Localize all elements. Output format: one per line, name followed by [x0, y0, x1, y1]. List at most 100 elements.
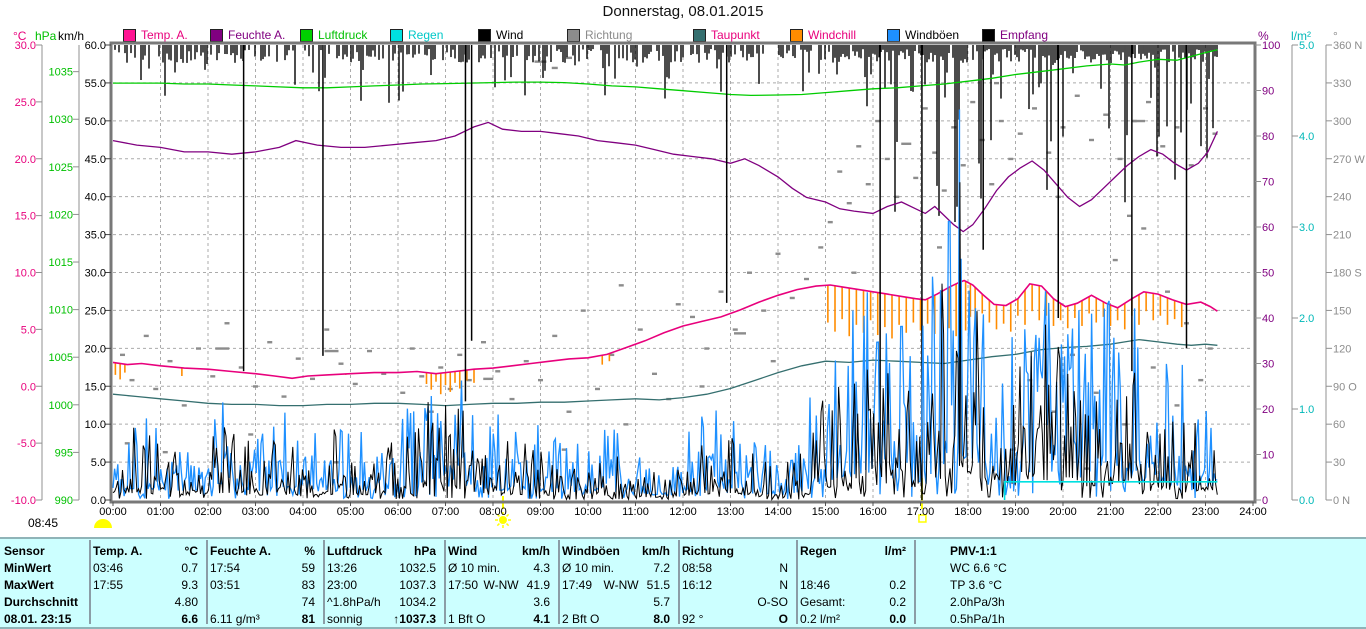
- legend-label: Windchill: [808, 28, 857, 42]
- svg-text:10.0: 10.0: [85, 419, 106, 431]
- svg-text:70: 70: [1262, 177, 1274, 189]
- svg-text:-5.0: -5.0: [17, 438, 36, 450]
- svg-text:05:00: 05:00: [337, 506, 365, 518]
- svg-text:09:00: 09:00: [527, 506, 555, 518]
- legend-label: Feuchte A.: [228, 28, 286, 42]
- svg-text:25.0: 25.0: [85, 305, 106, 317]
- svg-text:0: 0: [1262, 495, 1268, 507]
- axis-unit-label: l/m²: [1291, 29, 1311, 43]
- column-header: Temp. A. °C: [93, 543, 198, 558]
- svg-text:40.0: 40.0: [85, 192, 106, 204]
- column-header: Luftdruck hPa: [327, 543, 436, 558]
- sun-icon: [494, 512, 511, 528]
- table-cell: 0.2 l/m² 0.0: [800, 611, 906, 626]
- legend-label: Richtung: [585, 28, 633, 42]
- svg-text:80: 80: [1262, 131, 1274, 143]
- svg-text:100: 100: [1262, 40, 1280, 52]
- row-label: MaxWert: [4, 577, 54, 592]
- column-header: Feuchte A.%: [210, 543, 315, 558]
- svg-text:06:00: 06:00: [384, 506, 412, 518]
- table-cell: 92 ° O: [682, 611, 788, 626]
- table-cell: 13:26 1032.5: [327, 560, 436, 575]
- svg-text:45.0: 45.0: [85, 154, 106, 166]
- legend-item-3: Regen: [390, 28, 443, 42]
- column-header: Windböen km/h: [562, 543, 670, 558]
- column-divider: [796, 540, 798, 624]
- column-divider: [323, 540, 325, 624]
- column-header: Wind km/h: [448, 543, 550, 558]
- svg-text:35.0: 35.0: [85, 230, 106, 242]
- legend-swatch-icon: [478, 28, 491, 42]
- svg-text:360 N: 360 N: [1333, 40, 1362, 52]
- table-cell: 03:51 83: [210, 577, 315, 592]
- svg-text:180 S: 180 S: [1333, 268, 1362, 280]
- legend-label: Wind: [496, 28, 524, 42]
- svg-text:17:00: 17:00: [907, 506, 935, 518]
- axis-unit-label: %: [1258, 29, 1269, 43]
- svg-text:-10.0: -10.0: [11, 495, 36, 507]
- svg-text:02:00: 02:00: [194, 506, 222, 518]
- svg-text:330: 330: [1333, 78, 1351, 90]
- table-cell: 16:12 N: [682, 577, 788, 592]
- table-cell: 17:55 9.3: [93, 577, 198, 592]
- svg-text:19:00: 19:00: [1002, 506, 1030, 518]
- table-cell: 1 Bft O 4.1: [448, 611, 550, 626]
- svg-text:11:00: 11:00: [622, 506, 649, 518]
- svg-text:0.0: 0.0: [1299, 495, 1314, 507]
- svg-text:30: 30: [1262, 359, 1274, 371]
- legend-item-1: Feuchte A.: [210, 28, 285, 42]
- table-cell: 4.80: [174, 594, 198, 609]
- table-cell: 23:00 1037.3: [327, 577, 436, 592]
- svg-text:10.0: 10.0: [15, 268, 36, 280]
- svg-text:270 W: 270 W: [1333, 154, 1365, 166]
- svg-text:16:00: 16:00: [859, 506, 887, 518]
- sunrise-icon: [94, 518, 113, 528]
- svg-text:01:00: 01:00: [147, 506, 175, 518]
- sunrise-time-label: 08:45: [28, 516, 59, 530]
- table-cell: WC 6.6 °C: [950, 560, 1007, 575]
- legend-swatch-icon: [982, 28, 995, 42]
- table-cell: ^1.8hPa/h 1034.2: [327, 594, 436, 609]
- table-cell: Ø 10 min. 7.2: [562, 560, 670, 575]
- svg-text:90 O: 90 O: [1333, 381, 1357, 393]
- legend-label: Regen: [408, 28, 444, 42]
- table-cell: 0.5hPa/1h: [950, 611, 1005, 626]
- legend-swatch-icon: [300, 28, 313, 42]
- svg-text:10:00: 10:00: [574, 506, 602, 518]
- table-cell: TP 3.6 °C: [950, 577, 1002, 592]
- svg-text:14:00: 14:00: [764, 506, 792, 518]
- legend-label: Luftdruck: [318, 28, 368, 42]
- column-divider: [914, 540, 916, 624]
- legend-swatch-icon: [390, 28, 403, 42]
- axis-unit-label: km/h: [58, 29, 84, 43]
- svg-text:22:00: 22:00: [1144, 506, 1172, 518]
- svg-text:40: 40: [1262, 313, 1274, 325]
- row-label: Durchschnitt: [4, 594, 79, 609]
- svg-text:120: 120: [1333, 343, 1351, 355]
- column-divider: [678, 540, 680, 624]
- svg-text:23:00: 23:00: [1192, 506, 1220, 518]
- legend-swatch-icon: [210, 28, 223, 42]
- legend-swatch-icon: [567, 28, 580, 42]
- legend-item-2: Luftdruck: [300, 28, 367, 42]
- svg-text:30: 30: [1333, 457, 1345, 469]
- column-divider: [206, 540, 208, 624]
- svg-text:1030: 1030: [49, 114, 73, 126]
- svg-text:1000: 1000: [49, 400, 73, 412]
- page-title: Donnerstag, 08.01.2015: [602, 3, 764, 20]
- table-cell: sonnig ↑1037.3: [327, 611, 436, 626]
- column-header: Richtung: [682, 543, 734, 558]
- svg-text:300: 300: [1333, 116, 1351, 128]
- table-cell: 2.0hPa/3h: [950, 594, 1005, 609]
- svg-text:0.0: 0.0: [21, 381, 36, 393]
- table-cell: 17:54 59: [210, 560, 315, 575]
- svg-text:12:00: 12:00: [669, 506, 697, 518]
- svg-text:03:00: 03:00: [242, 506, 270, 518]
- stats-table: Sensor MinWert MaxWert Durchschnitt 08.01. 2…: [0, 537, 1366, 629]
- svg-text:0.0: 0.0: [91, 495, 106, 507]
- svg-text:50: 50: [1262, 268, 1274, 280]
- legend-label: Empfang: [1000, 28, 1049, 42]
- table-cell: 6.6: [181, 611, 198, 626]
- table-cell: 6.11 g/m³ 81: [210, 611, 315, 626]
- svg-text:15.0: 15.0: [15, 211, 36, 223]
